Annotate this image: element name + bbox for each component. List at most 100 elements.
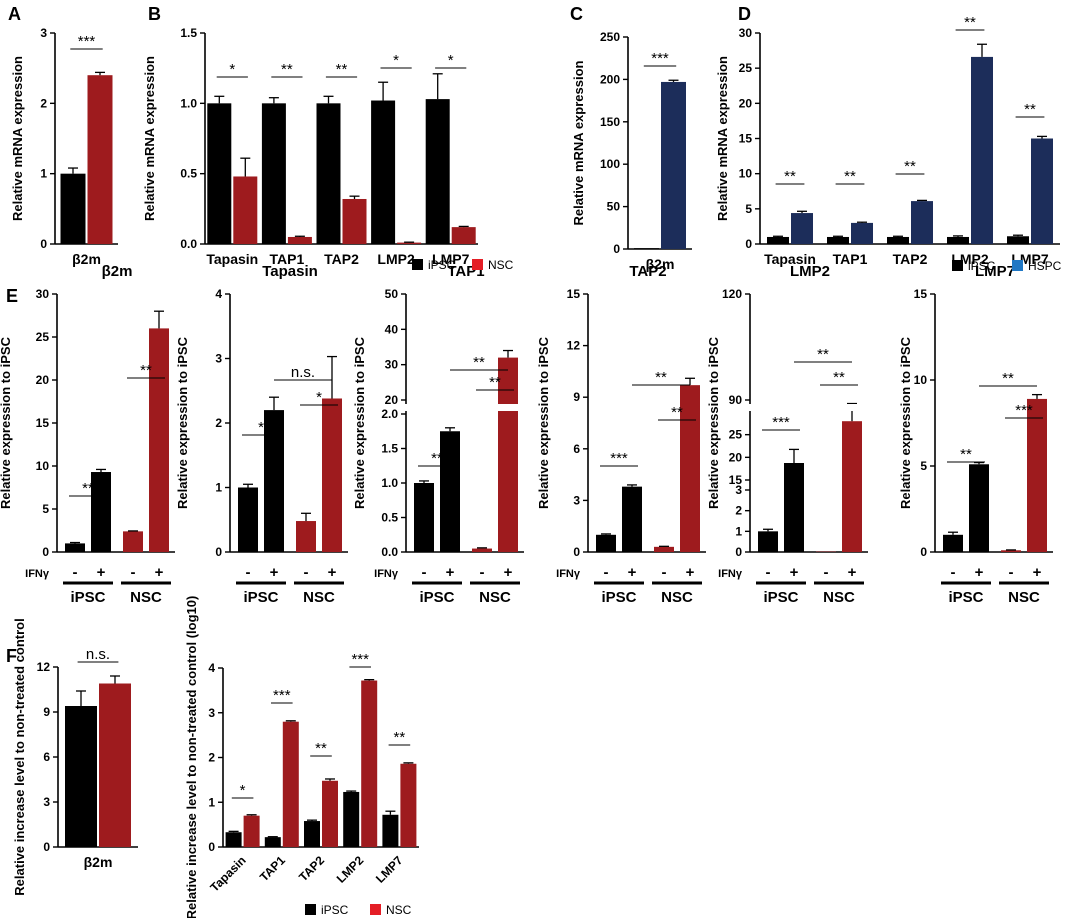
legend-b-swatch bbox=[472, 259, 483, 270]
C-bar-ipsc bbox=[634, 248, 659, 249]
E5-axis-break bbox=[743, 404, 757, 411]
D-tick-label: 25 bbox=[739, 61, 753, 75]
E6-ifn-sign: + bbox=[975, 564, 984, 581]
B-bar-nsc bbox=[233, 176, 258, 244]
F2-bar-nsc bbox=[322, 780, 338, 847]
F1-tick-label: 0 bbox=[43, 840, 50, 854]
E4-ifn-sign: - bbox=[662, 564, 667, 581]
E5-tick-label: 90 bbox=[729, 393, 743, 407]
E2-ylabel: Relative expression to iPSC bbox=[175, 336, 190, 509]
E1-bar bbox=[123, 531, 143, 552]
A-tick-label: 0 bbox=[40, 237, 47, 251]
E2-group-label: NSC bbox=[303, 589, 335, 606]
F2-tick-label: 1 bbox=[208, 795, 215, 809]
B-bar-ipsc bbox=[261, 103, 286, 244]
B-bar-nsc bbox=[451, 227, 476, 244]
A-tick-label: 1 bbox=[40, 167, 47, 181]
C-tick-label: 200 bbox=[600, 72, 620, 86]
E5-sig: ** bbox=[817, 346, 829, 363]
E2-tick-label: 3 bbox=[215, 352, 222, 366]
D-tick-label: 30 bbox=[739, 26, 753, 40]
E6-sig: *** bbox=[1015, 402, 1033, 419]
E1-tick-label: 30 bbox=[36, 287, 50, 301]
F2-tick-label: 2 bbox=[208, 751, 215, 765]
E1-group-label: iPSC bbox=[70, 589, 105, 606]
legend-b-label: iPSC bbox=[428, 258, 456, 272]
F2-tick-label: 3 bbox=[208, 706, 215, 720]
D-bar-hspc bbox=[851, 222, 873, 244]
D-xtick-label: Tapasin bbox=[764, 251, 816, 267]
E3-tick-label: 2.0 bbox=[381, 407, 398, 421]
E4-tick-label: 0 bbox=[573, 545, 580, 559]
legend-f-swatch bbox=[370, 904, 381, 915]
E6-tick-label: 15 bbox=[914, 287, 928, 301]
F1-sig: n.s. bbox=[86, 646, 110, 663]
panel-label: E bbox=[6, 286, 18, 306]
F2-bar-ipsc bbox=[382, 814, 399, 847]
E5-group-label: iPSC bbox=[763, 589, 798, 606]
E5-ifn-label: IFNγ bbox=[718, 568, 743, 580]
D-bar-hspc bbox=[971, 56, 993, 245]
F2-bar-nsc bbox=[282, 721, 299, 847]
D-sig: ** bbox=[1024, 101, 1036, 118]
F2-bar-ipsc bbox=[225, 832, 242, 847]
E3-bar-break bbox=[497, 404, 519, 411]
B-xtick-label: Tapasin bbox=[206, 251, 258, 267]
F2-bar-nsc bbox=[361, 680, 378, 847]
E2-sig: n.s. bbox=[291, 364, 315, 381]
E4-tick-label: 12 bbox=[567, 339, 581, 353]
E1-ifn-sign: + bbox=[97, 564, 106, 581]
D-bar-hspc bbox=[791, 213, 813, 244]
E3-ifn-sign: - bbox=[480, 564, 485, 581]
E5-ifn-sign: + bbox=[790, 564, 799, 581]
panel-label: C bbox=[570, 4, 583, 24]
E5-ifn-sign: - bbox=[766, 564, 771, 581]
legend-d-label: HSPC bbox=[1028, 259, 1062, 273]
legend-f-swatch bbox=[305, 904, 316, 915]
E4-title: TAP2 bbox=[629, 263, 666, 280]
E1-sig: ** bbox=[82, 480, 94, 497]
E4-tick-label: 6 bbox=[573, 442, 580, 456]
E5-tick-label: 1 bbox=[735, 524, 742, 538]
E2-tick-label: 1 bbox=[215, 481, 222, 495]
A-tick-label: 3 bbox=[40, 26, 47, 40]
E2-title: Tapasin bbox=[262, 263, 318, 280]
B-sig: * bbox=[448, 52, 454, 69]
F2-sig: *** bbox=[351, 651, 369, 668]
E2-tick-label: 2 bbox=[215, 416, 222, 430]
E6-group-label: iPSC bbox=[948, 589, 983, 606]
C-ylabel: Relative mRNA expression bbox=[571, 60, 586, 225]
F2-sig: *** bbox=[273, 687, 291, 704]
E2-group-label: iPSC bbox=[243, 589, 278, 606]
E6-tick-label: 0 bbox=[920, 545, 927, 559]
E1-bar bbox=[149, 328, 169, 552]
E2-ifn-sign: + bbox=[328, 564, 337, 581]
D-tick-label: 0 bbox=[745, 237, 752, 251]
E4-sig: ** bbox=[655, 369, 667, 386]
E3-tick-label: 0.5 bbox=[381, 511, 398, 525]
E3-tick-label: 20 bbox=[385, 393, 399, 407]
A-xtick-label: β2m bbox=[72, 251, 101, 267]
E5-tick-label: 120 bbox=[722, 287, 742, 301]
F1-tick-label: 9 bbox=[43, 705, 50, 719]
E6-bar bbox=[943, 534, 963, 552]
E4-ifn-label: IFNγ bbox=[556, 568, 581, 580]
E3-tick-label: 1.0 bbox=[381, 476, 398, 490]
E6-ifn-sign: + bbox=[1033, 564, 1042, 581]
E2-sig: * bbox=[258, 419, 264, 436]
B-sig: ** bbox=[281, 61, 293, 78]
E1-tick-label: 25 bbox=[36, 330, 50, 344]
D-xtick-label: TAP2 bbox=[893, 251, 928, 267]
E5-sig: ** bbox=[833, 369, 845, 386]
D-tick-label: 5 bbox=[745, 202, 752, 216]
F1-ylabel: Relative increase level to non-treated c… bbox=[12, 618, 27, 895]
D-tick-label: 15 bbox=[739, 132, 753, 146]
E5-tick-label: 25 bbox=[729, 428, 743, 442]
C-sig: *** bbox=[651, 50, 669, 67]
A-bar-nsc bbox=[87, 75, 113, 244]
E4-group-label: iPSC bbox=[601, 589, 636, 606]
E2-bar bbox=[322, 398, 342, 552]
E4-bar bbox=[622, 486, 642, 552]
E5-sig: *** bbox=[772, 414, 790, 431]
C-tick-label: 50 bbox=[607, 200, 621, 214]
